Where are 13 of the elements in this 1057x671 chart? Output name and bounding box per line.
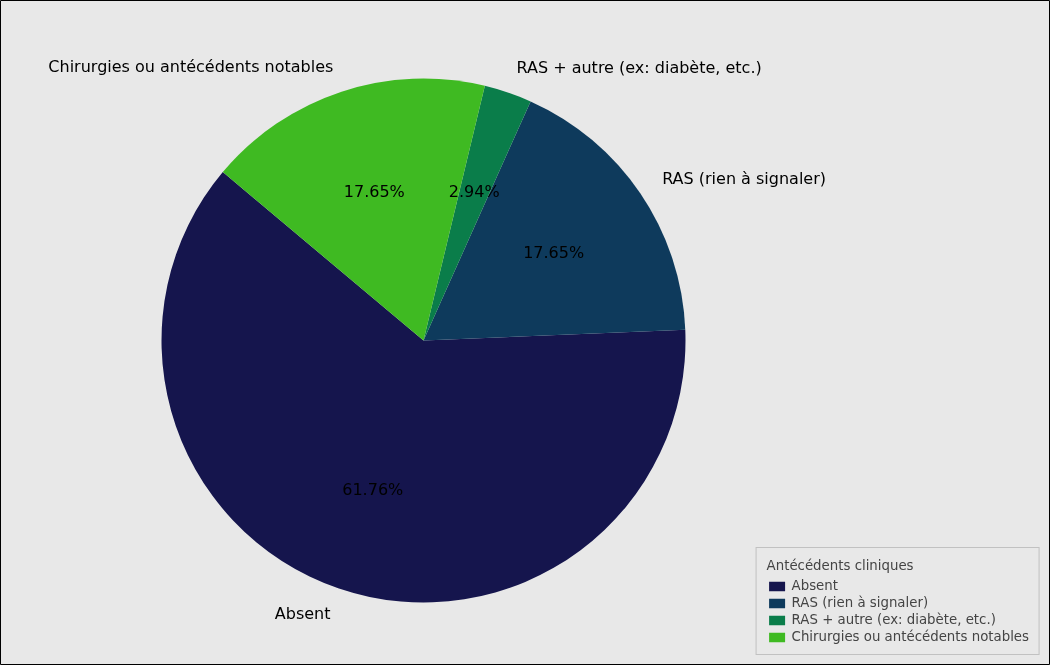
data-label: 2.94% [448,182,500,202]
legend-label: Chirurgies ou antécédents notables [791,629,1029,644]
legend-label: RAS + autre (ex: diabète, etc.) [791,612,996,627]
slice-label: Chirurgies ou antécédents notables [48,57,334,77]
slice-label: RAS + autre (ex: diabète, etc.) [516,58,762,78]
data-label: 17.65% [343,181,405,201]
data-label: 17.65% [523,242,585,262]
legend-label: Absent [791,578,838,593]
data-label: 61.76% [342,479,404,499]
slice-label: RAS (rien à signaler) [662,169,827,189]
legend-title: Antécédents cliniques [766,558,915,573]
legend-label: RAS (rien à signaler) [791,595,929,610]
slice-label: Absent [274,603,331,623]
